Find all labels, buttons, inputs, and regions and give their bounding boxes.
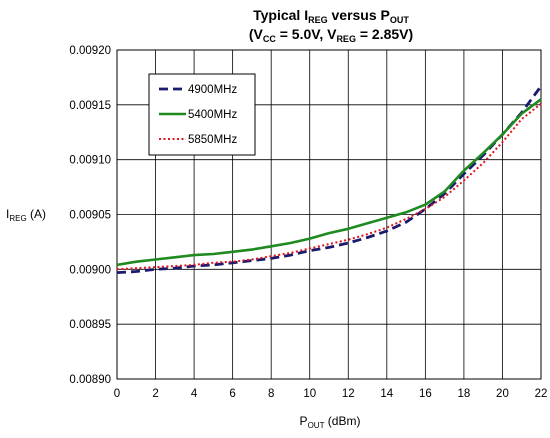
x-tick-label: 4 xyxy=(191,388,198,400)
x-tick-label: 0 xyxy=(114,388,120,400)
x-tick-label: 6 xyxy=(229,388,235,400)
x-tick-label: 10 xyxy=(303,388,316,400)
x-tick-labels: 0 2 4 6 8 10 12 14 16 18 20 22 xyxy=(114,388,548,400)
x-tick-label: 18 xyxy=(458,388,471,400)
series-line-4900mhz xyxy=(116,85,543,274)
x-tick-label: 2 xyxy=(152,388,158,400)
x-tick-label: 8 xyxy=(268,388,274,400)
series-line-5400mhz xyxy=(116,98,542,267)
y-tick-label: 0.00895 xyxy=(69,319,111,331)
y-tick-label: 0.00905 xyxy=(69,210,111,222)
y-tick-label: 0.00915 xyxy=(69,100,111,112)
series-line-5850mhz xyxy=(116,102,542,271)
y-tick-label: 0.00890 xyxy=(69,374,111,386)
legend-label-5400mhz: 5400MHz xyxy=(188,109,237,121)
y-axis-label: IREG (A) xyxy=(6,207,46,223)
y-tick-label: 0.00910 xyxy=(69,155,111,167)
chart-title-line1: Typical IREG versus POUT xyxy=(253,7,409,25)
y-tick-labels: 0.00890 0.00895 0.00900 0.00905 0.00910 0.009… xyxy=(69,45,111,386)
x-tick-label: 22 xyxy=(535,388,548,400)
y-tick-label: 0.00920 xyxy=(69,45,111,57)
chart-title-line2: (VCC = 5.0V, VREG = 2.85V) xyxy=(249,26,413,44)
x-tick-label: 16 xyxy=(419,388,432,400)
x-tick-label: 14 xyxy=(380,388,393,400)
legend-label-4900mhz: 4900MHz xyxy=(188,84,237,96)
gridlines xyxy=(116,49,542,380)
x-tick-label: 12 xyxy=(342,388,355,400)
series-group xyxy=(116,85,543,274)
plot-area xyxy=(116,49,542,380)
x-tick-label: 20 xyxy=(496,388,509,400)
legend: 4900MHz 5400MHz 5850MHz xyxy=(148,73,256,156)
x-axis-label: POUT (dBm) xyxy=(300,414,361,430)
y-tick-label: 0.00900 xyxy=(69,264,111,276)
legend-label-5850mhz: 5850MHz xyxy=(188,134,237,146)
